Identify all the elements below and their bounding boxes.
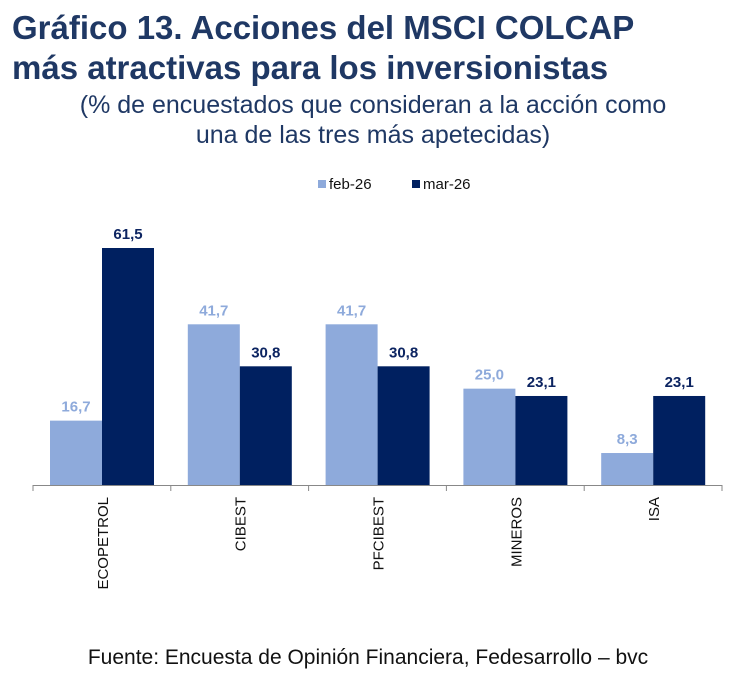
bar-ecopetrol-mar-26 (102, 248, 154, 485)
data-label: 25,0 (475, 367, 504, 384)
bar-cibest-mar-26 (239, 366, 292, 485)
source-note: Fuente: Encuesta de Opinión Financiera, … (87, 646, 649, 669)
chart-subtitle: (% de encuestados que consideran a la ac… (0, 90, 736, 150)
data-label: 8,3 (617, 431, 638, 448)
data-label: 23,1 (527, 374, 556, 391)
data-label: 61,5 (113, 226, 142, 243)
bar-isa-mar-26 (653, 395, 706, 485)
bar-mineros-feb-26 (463, 388, 516, 485)
bar-pfcibest-feb-26 (325, 324, 378, 485)
legend-swatch-feb-26 (318, 180, 326, 188)
x-tick-label: CIBEST (233, 497, 250, 551)
x-tick-label: ISA (646, 497, 663, 521)
chart-subtitle-line-2: una de las tres más apetecidas) (195, 121, 551, 149)
data-label: 41,7 (337, 302, 366, 319)
legend-label-feb-26: feb-26 (329, 176, 372, 193)
bar-ecopetrol-feb-26 (50, 420, 102, 485)
legend-label-mar-26: mar-26 (423, 176, 471, 193)
legend-swatch-mar-26 (412, 180, 420, 188)
data-label: 41,7 (199, 302, 228, 319)
chart-title-line-1: Gráfico 13. Acciones del MSCI COLCAP (12, 9, 635, 46)
data-label: 16,7 (61, 399, 90, 416)
chart-subtitle-line-1: (% de encuestados que consideran a la ac… (79, 91, 667, 119)
bar-isa-feb-26 (601, 453, 654, 485)
data-label: 30,8 (251, 344, 280, 361)
x-tick-label: MINEROS (508, 497, 525, 567)
x-tick-label: ECOPETROL (95, 497, 112, 590)
data-label: 30,8 (389, 344, 418, 361)
bar-cibest-feb-26 (187, 324, 240, 485)
bar-mineros-mar-26 (515, 395, 568, 485)
data-label: 23,1 (665, 374, 694, 391)
chart-title: Gráfico 13. Acciones del MSCI COLCAP más… (12, 8, 732, 88)
x-tick-label: PFCIBEST (371, 497, 388, 570)
bar-pfcibest-mar-26 (377, 366, 430, 485)
chart-title-line-2: más atractivas para los inversionistas (12, 49, 609, 86)
